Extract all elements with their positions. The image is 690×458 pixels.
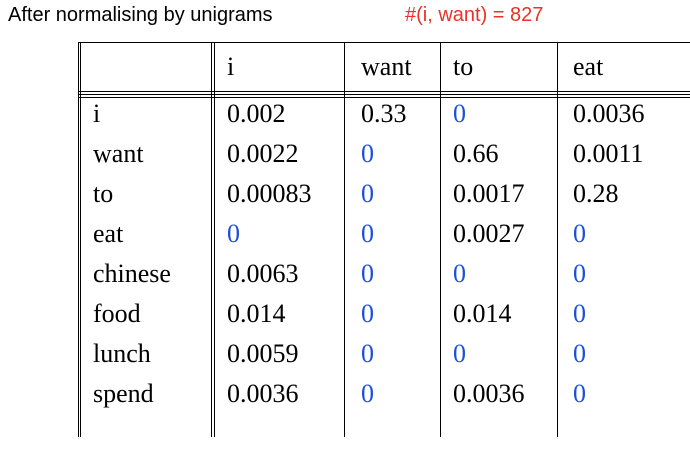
table-cell: 0 xyxy=(453,99,466,128)
table-cell: 0 xyxy=(361,259,374,288)
row-label: to xyxy=(93,179,114,208)
table-cell: 0 xyxy=(361,379,374,408)
column-rule xyxy=(211,42,212,437)
column-header: eat xyxy=(573,52,604,81)
table-cell: 0.0059 xyxy=(227,339,299,368)
column-rule xyxy=(440,42,441,437)
table-cell: 0.0036 xyxy=(453,379,525,408)
row-label: food xyxy=(93,299,141,328)
row-label: chinese xyxy=(93,259,171,288)
row-label: eat xyxy=(93,219,124,248)
table-cell: 0.0036 xyxy=(573,99,645,128)
count-note: #(i, want) = 827 xyxy=(405,4,544,26)
table-cell: 0.0036 xyxy=(227,379,299,408)
column-header: want xyxy=(361,52,412,81)
table-cell: 0 xyxy=(227,219,240,248)
table-cell: 0.33 xyxy=(361,99,407,128)
table-cell: 0 xyxy=(573,299,586,328)
table-cell: 0.0011 xyxy=(573,139,644,168)
row-label: spend xyxy=(93,379,154,408)
table-cell: 0 xyxy=(453,259,466,288)
column-rule xyxy=(78,42,79,437)
column-header: i xyxy=(227,52,235,81)
table-cell: 0.00083 xyxy=(227,179,312,208)
table-cell: 0.0017 xyxy=(453,179,525,208)
table-cell: 0 xyxy=(453,339,466,368)
column-header: to xyxy=(453,52,474,81)
row-label: i xyxy=(93,99,101,128)
table-cell: 0 xyxy=(573,379,586,408)
table-cell: 0.014 xyxy=(227,299,286,328)
column-rule xyxy=(214,42,215,437)
table-cell: 0 xyxy=(573,259,586,288)
table-cell: 0 xyxy=(361,339,374,368)
row-label: want xyxy=(93,139,144,168)
table-cell: 0.28 xyxy=(573,179,619,208)
body-top-rule xyxy=(78,94,690,95)
column-rule xyxy=(344,42,345,437)
table-cell: 0.0063 xyxy=(227,259,299,288)
table-cell: 0 xyxy=(361,179,374,208)
header-bottom-rule xyxy=(78,91,690,92)
heading: After normalising by unigrams xyxy=(8,4,273,26)
column-rule xyxy=(557,42,558,437)
table-cell: 0.0027 xyxy=(453,219,525,248)
table-cell: 0 xyxy=(361,219,374,248)
table-cell: 0.002 xyxy=(227,99,286,128)
row-label: lunch xyxy=(93,339,151,368)
table-top-rule xyxy=(78,42,690,43)
table-cell: 0.0022 xyxy=(227,139,299,168)
table-cell: 0 xyxy=(361,299,374,328)
table-cell: 0 xyxy=(573,219,586,248)
table-cell: 0.66 xyxy=(453,139,499,168)
column-rule xyxy=(80,42,81,437)
table-cell: 0 xyxy=(573,339,586,368)
body-top-rule-inner xyxy=(78,97,690,98)
table-cell: 0 xyxy=(361,139,374,168)
table-cell: 0.014 xyxy=(453,299,512,328)
